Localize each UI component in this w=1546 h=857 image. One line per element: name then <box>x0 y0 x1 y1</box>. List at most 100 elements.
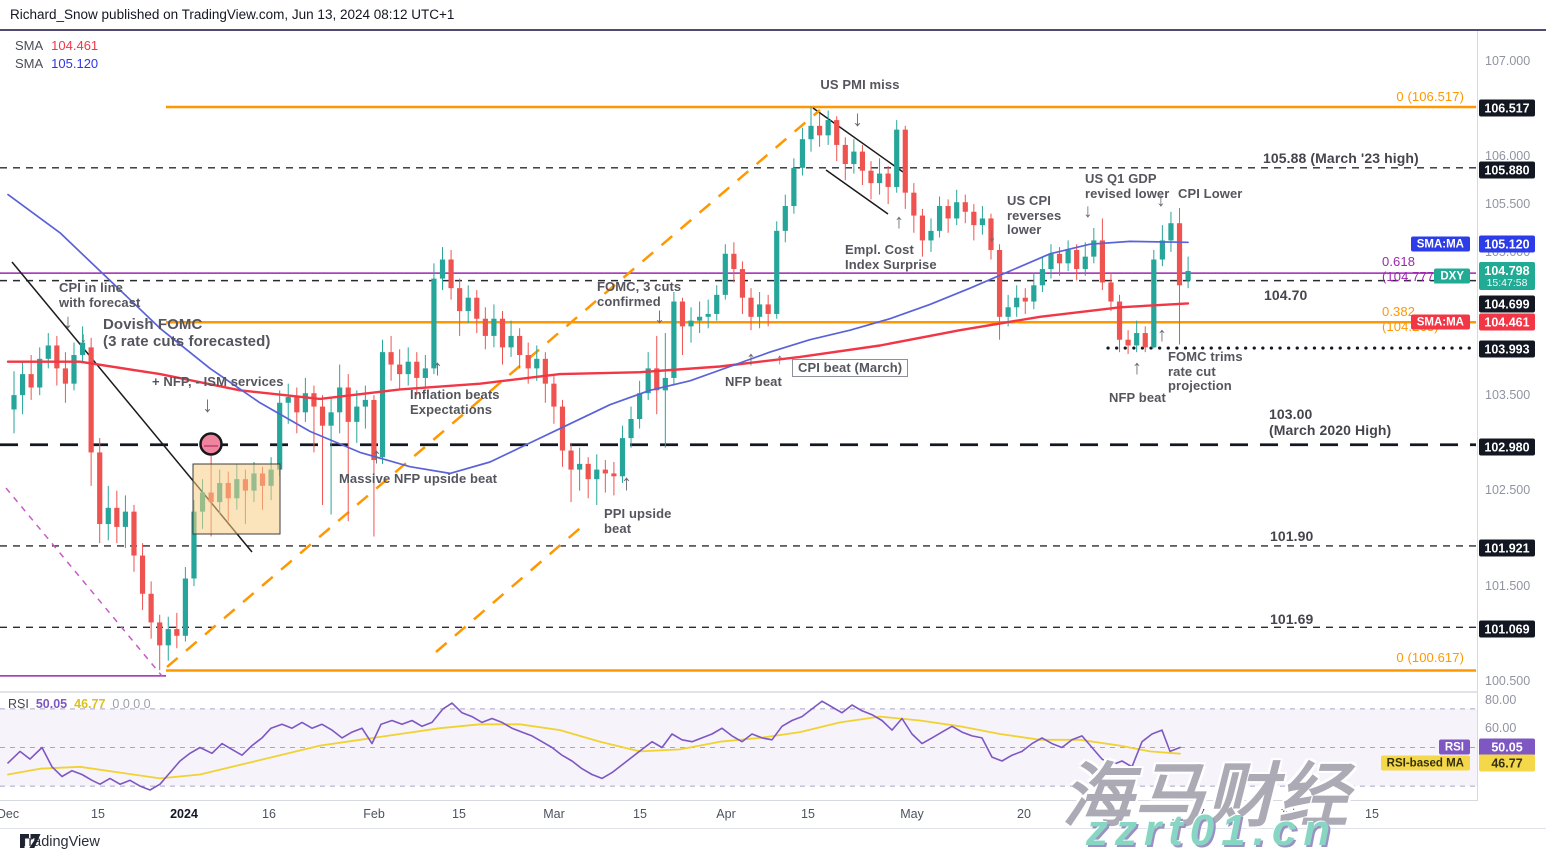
candle[interactable] <box>139 555 146 594</box>
candle[interactable] <box>1176 223 1183 286</box>
candle[interactable] <box>1005 307 1011 317</box>
candle[interactable] <box>816 125 823 136</box>
trendline[interactable] <box>825 169 889 215</box>
candle[interactable] <box>628 418 634 439</box>
candle[interactable] <box>319 406 326 426</box>
candle[interactable] <box>1168 223 1174 241</box>
highlight-box[interactable] <box>192 463 281 535</box>
us-pmi-miss[interactable]: US PMI miss <box>820 77 900 92</box>
candle[interactable] <box>337 387 343 413</box>
fib-0-top[interactable]: 0 (106.517) <box>1396 89 1464 104</box>
candle[interactable] <box>885 173 891 187</box>
candle[interactable] <box>465 297 471 312</box>
candle[interactable] <box>517 335 523 356</box>
candle[interactable] <box>542 358 548 384</box>
candle[interactable] <box>1099 240 1105 283</box>
us-q1-gdp[interactable]: US Q1 GDP revised lower <box>1085 171 1170 201</box>
candle[interactable] <box>277 402 283 470</box>
fib-0618[interactable]: 0.618 (104.777) <box>1382 254 1439 284</box>
candle[interactable] <box>996 249 1003 317</box>
candle[interactable] <box>1159 240 1165 260</box>
fomc-trims[interactable]: FOMC trims rate cut projection <box>1168 349 1243 393</box>
tradingview-brand[interactable]: TradingView <box>20 834 100 850</box>
candle[interactable] <box>1108 282 1114 302</box>
candle[interactable] <box>182 578 188 636</box>
candle[interactable] <box>945 206 951 219</box>
candle[interactable] <box>731 253 737 270</box>
candle[interactable] <box>919 215 926 241</box>
candle[interactable] <box>28 374 34 388</box>
candle[interactable] <box>902 129 908 193</box>
candle[interactable] <box>422 368 428 378</box>
annotation-arrow-up-icon[interactable]: ↑ <box>776 351 784 368</box>
candle[interactable] <box>62 368 69 384</box>
candle[interactable] <box>148 593 154 623</box>
annotation-arrow-down-icon[interactable]: ↓ <box>987 225 997 246</box>
cpi-lower[interactable]: CPI Lower <box>1178 186 1243 201</box>
candle[interactable] <box>765 304 771 314</box>
candle[interactable] <box>37 358 43 388</box>
massive-nfp[interactable]: Massive NFP upside beat <box>339 471 498 486</box>
candle[interactable] <box>594 469 600 480</box>
level-104-70[interactable]: 104.70 <box>1264 287 1308 303</box>
candle[interactable] <box>1039 269 1045 286</box>
candle[interactable] <box>302 393 308 413</box>
fomc-3-cuts[interactable]: FOMC, 3 cuts confirmed <box>597 279 682 309</box>
candle[interactable] <box>774 230 780 314</box>
candle[interactable] <box>1074 249 1080 270</box>
candle[interactable] <box>431 278 437 369</box>
candle[interactable] <box>1014 297 1020 308</box>
candle[interactable] <box>782 206 788 231</box>
candle[interactable] <box>979 218 986 226</box>
annotation-arrow-down-icon[interactable]: ↓ <box>1083 201 1093 222</box>
candle[interactable] <box>448 259 454 289</box>
level-103-00[interactable]: 103.00 (March 2020 High) <box>1269 406 1392 438</box>
candle[interactable] <box>791 167 797 207</box>
candle[interactable] <box>928 230 934 241</box>
candle[interactable] <box>191 511 197 579</box>
candle[interactable] <box>285 397 291 403</box>
candle[interactable] <box>345 387 351 422</box>
annotation-arrow-down-icon[interactable]: ↓ <box>1156 190 1166 211</box>
candle[interactable] <box>1022 297 1028 302</box>
candle[interactable] <box>834 120 840 145</box>
candle[interactable] <box>105 507 111 525</box>
annotation-arrow-up-icon[interactable]: ↑ <box>432 355 443 380</box>
candle[interactable] <box>722 253 728 295</box>
annotation-arrow-up-icon[interactable]: ↑ <box>621 470 632 495</box>
candle[interactable] <box>362 399 368 407</box>
level-101-69[interactable]: 101.69 <box>1270 611 1314 627</box>
sma-legend[interactable]: SMA 104.461 SMA 105.120 <box>15 37 98 73</box>
candle[interactable] <box>311 393 317 407</box>
candle[interactable] <box>577 463 583 470</box>
level-101-90[interactable]: 101.90 <box>1270 528 1314 544</box>
candle[interactable] <box>414 361 420 378</box>
ppi-upside-beat[interactable]: PPI upside beat <box>604 506 672 536</box>
candle[interactable] <box>1151 259 1157 348</box>
candle[interactable] <box>851 151 857 165</box>
candle[interactable] <box>525 355 531 369</box>
annotation-arrow-up-icon[interactable]: ↑ <box>371 443 382 468</box>
candle[interactable] <box>551 383 557 407</box>
candle[interactable] <box>294 397 300 413</box>
candle[interactable] <box>1185 270 1191 281</box>
candle[interactable] <box>825 120 831 136</box>
candle[interactable] <box>54 345 60 369</box>
inflation-beats[interactable]: Inflation beats Expectations <box>410 387 500 417</box>
candle[interactable] <box>508 335 514 348</box>
candle[interactable] <box>911 192 917 216</box>
candle[interactable] <box>1091 240 1097 257</box>
dovish-fomc[interactable]: Dovish FOMC (3 rate cuts forecasted) <box>103 316 271 350</box>
candle[interactable] <box>988 218 994 250</box>
annotation-arrow-up-icon[interactable]: ↑ <box>894 211 904 233</box>
candle[interactable] <box>491 318 497 336</box>
price-axis[interactable]: USD 107.000106.000105.500105.000103.5001… <box>1478 31 1546 827</box>
candle[interactable] <box>45 345 51 359</box>
annotation-arrow-down-icon[interactable]: ↓ <box>202 392 213 417</box>
candle[interactable] <box>499 318 506 348</box>
candle[interactable] <box>637 393 643 419</box>
cpi-beat-march[interactable]: CPI beat (March) <box>792 359 909 377</box>
candle[interactable] <box>1056 253 1063 264</box>
annotation-arrow-down-icon[interactable]: ↓ <box>852 106 863 131</box>
candle[interactable] <box>679 301 686 327</box>
